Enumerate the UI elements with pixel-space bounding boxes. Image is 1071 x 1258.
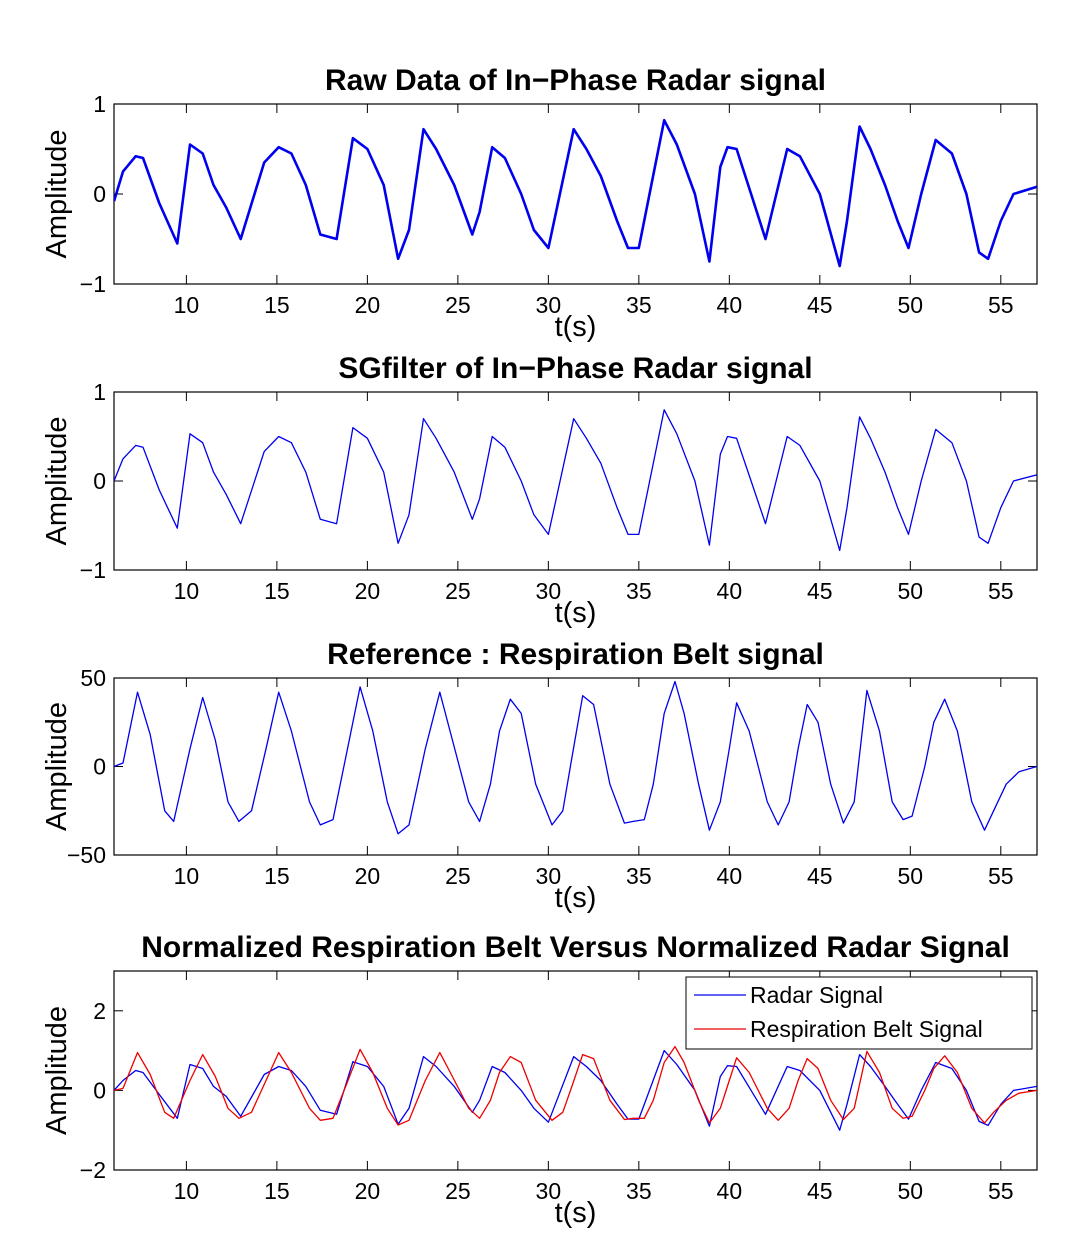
x-tick-label: 10 — [174, 863, 200, 889]
x-tick-label: 15 — [264, 578, 290, 604]
x-tick-label: 20 — [355, 292, 381, 318]
x-tick-label: 20 — [355, 578, 381, 604]
x-tick-label: 40 — [717, 1178, 743, 1204]
x-axis-label: t(s) — [555, 597, 597, 629]
chart-title: Raw Data of In−Phase Radar signal — [325, 64, 826, 97]
x-tick-label: 30 — [536, 1178, 562, 1204]
x-tick-label: 40 — [717, 863, 743, 889]
x-tick-label: 25 — [445, 1178, 471, 1204]
x-tick-label: 55 — [988, 863, 1014, 889]
x-tick-label: 50 — [898, 292, 924, 318]
x-tick-label: 40 — [717, 292, 743, 318]
x-tick-label: 35 — [626, 578, 652, 604]
x-tick-label: 15 — [264, 863, 290, 889]
subplot-normalized-comparison: Normalized Respiration Belt Versus Norma… — [41, 931, 1038, 1229]
x-tick-label: 35 — [626, 863, 652, 889]
y-axis-label: Amplitude — [41, 702, 73, 831]
x-tick-label: 15 — [264, 1178, 290, 1204]
x-tick-label: 40 — [717, 578, 743, 604]
x-tick-label: 10 — [174, 292, 200, 318]
legend-box — [685, 976, 1033, 1050]
x-tick-label: 20 — [355, 1178, 381, 1204]
x-tick-label: 30 — [536, 863, 562, 889]
x-tick-label: 20 — [355, 863, 381, 889]
subplot-respiration-belt: Reference : Respiration Belt signal 10 15 2… — [41, 638, 1038, 914]
x-tick-label: 10 — [174, 578, 200, 604]
y-tick-label: 2 — [93, 998, 106, 1024]
x-tick-label: 50 — [898, 1178, 924, 1204]
x-tick-label: 55 — [988, 578, 1014, 604]
series-line-0 — [114, 409, 1037, 552]
x-tick-label: 45 — [807, 1178, 833, 1204]
x-tick-label: 50 — [898, 863, 924, 889]
x-tick-label: 55 — [988, 292, 1014, 318]
x-tick-label: 25 — [445, 863, 471, 889]
y-tick-label: −50 — [67, 842, 106, 868]
x-tick-label: 45 — [807, 292, 833, 318]
y-tick-label: 0 — [93, 468, 106, 494]
legend-entry: Respiration Belt Signal — [750, 1016, 983, 1042]
x-tick-label: 30 — [536, 578, 562, 604]
x-axis-label: t(s) — [555, 1197, 597, 1229]
chart-title: SGfilter of In−Phase Radar signal — [338, 352, 812, 385]
y-tick-label: −1 — [80, 557, 106, 583]
x-tick-label: 45 — [807, 863, 833, 889]
y-tick-label: 0 — [93, 1077, 106, 1103]
series-line-0 — [114, 680, 1037, 835]
x-tick-label: 30 — [536, 292, 562, 318]
x-axis-label: t(s) — [555, 311, 597, 343]
legend-entry: Radar Signal — [750, 982, 883, 1008]
series-line-0 — [114, 118, 1037, 268]
x-tick-label: 35 — [626, 1178, 652, 1204]
y-axis-label: Amplitude — [41, 1006, 73, 1135]
plot-area — [113, 391, 1038, 571]
x-tick-label: 25 — [445, 292, 471, 318]
plot-area — [113, 677, 1038, 856]
x-tick-label: 50 — [898, 578, 924, 604]
x-tick-label: 45 — [807, 578, 833, 604]
x-tick-label: 55 — [988, 1178, 1014, 1204]
y-tick-label: 50 — [80, 665, 106, 691]
y-tick-label: −2 — [80, 1157, 106, 1183]
y-axis-label: Amplitude — [41, 417, 73, 546]
y-tick-label: −1 — [80, 271, 106, 297]
chart-title: Reference : Respiration Belt signal — [327, 638, 824, 671]
x-tick-label: 15 — [264, 292, 290, 318]
y-tick-label: 0 — [93, 181, 106, 207]
x-tick-label: 10 — [174, 1178, 200, 1204]
x-axis-label: t(s) — [555, 882, 597, 914]
y-tick-label: 0 — [93, 754, 106, 780]
chart-title: Normalized Respiration Belt Versus Norma… — [141, 931, 1010, 964]
series-line-respiration-belt-signal — [114, 1045, 1037, 1126]
y-tick-label: 1 — [93, 91, 106, 117]
y-tick-label: 1 — [93, 379, 106, 405]
x-tick-label: 35 — [626, 292, 652, 318]
x-tick-label: 25 — [445, 578, 471, 604]
y-axis-label: Amplitude — [41, 130, 73, 259]
